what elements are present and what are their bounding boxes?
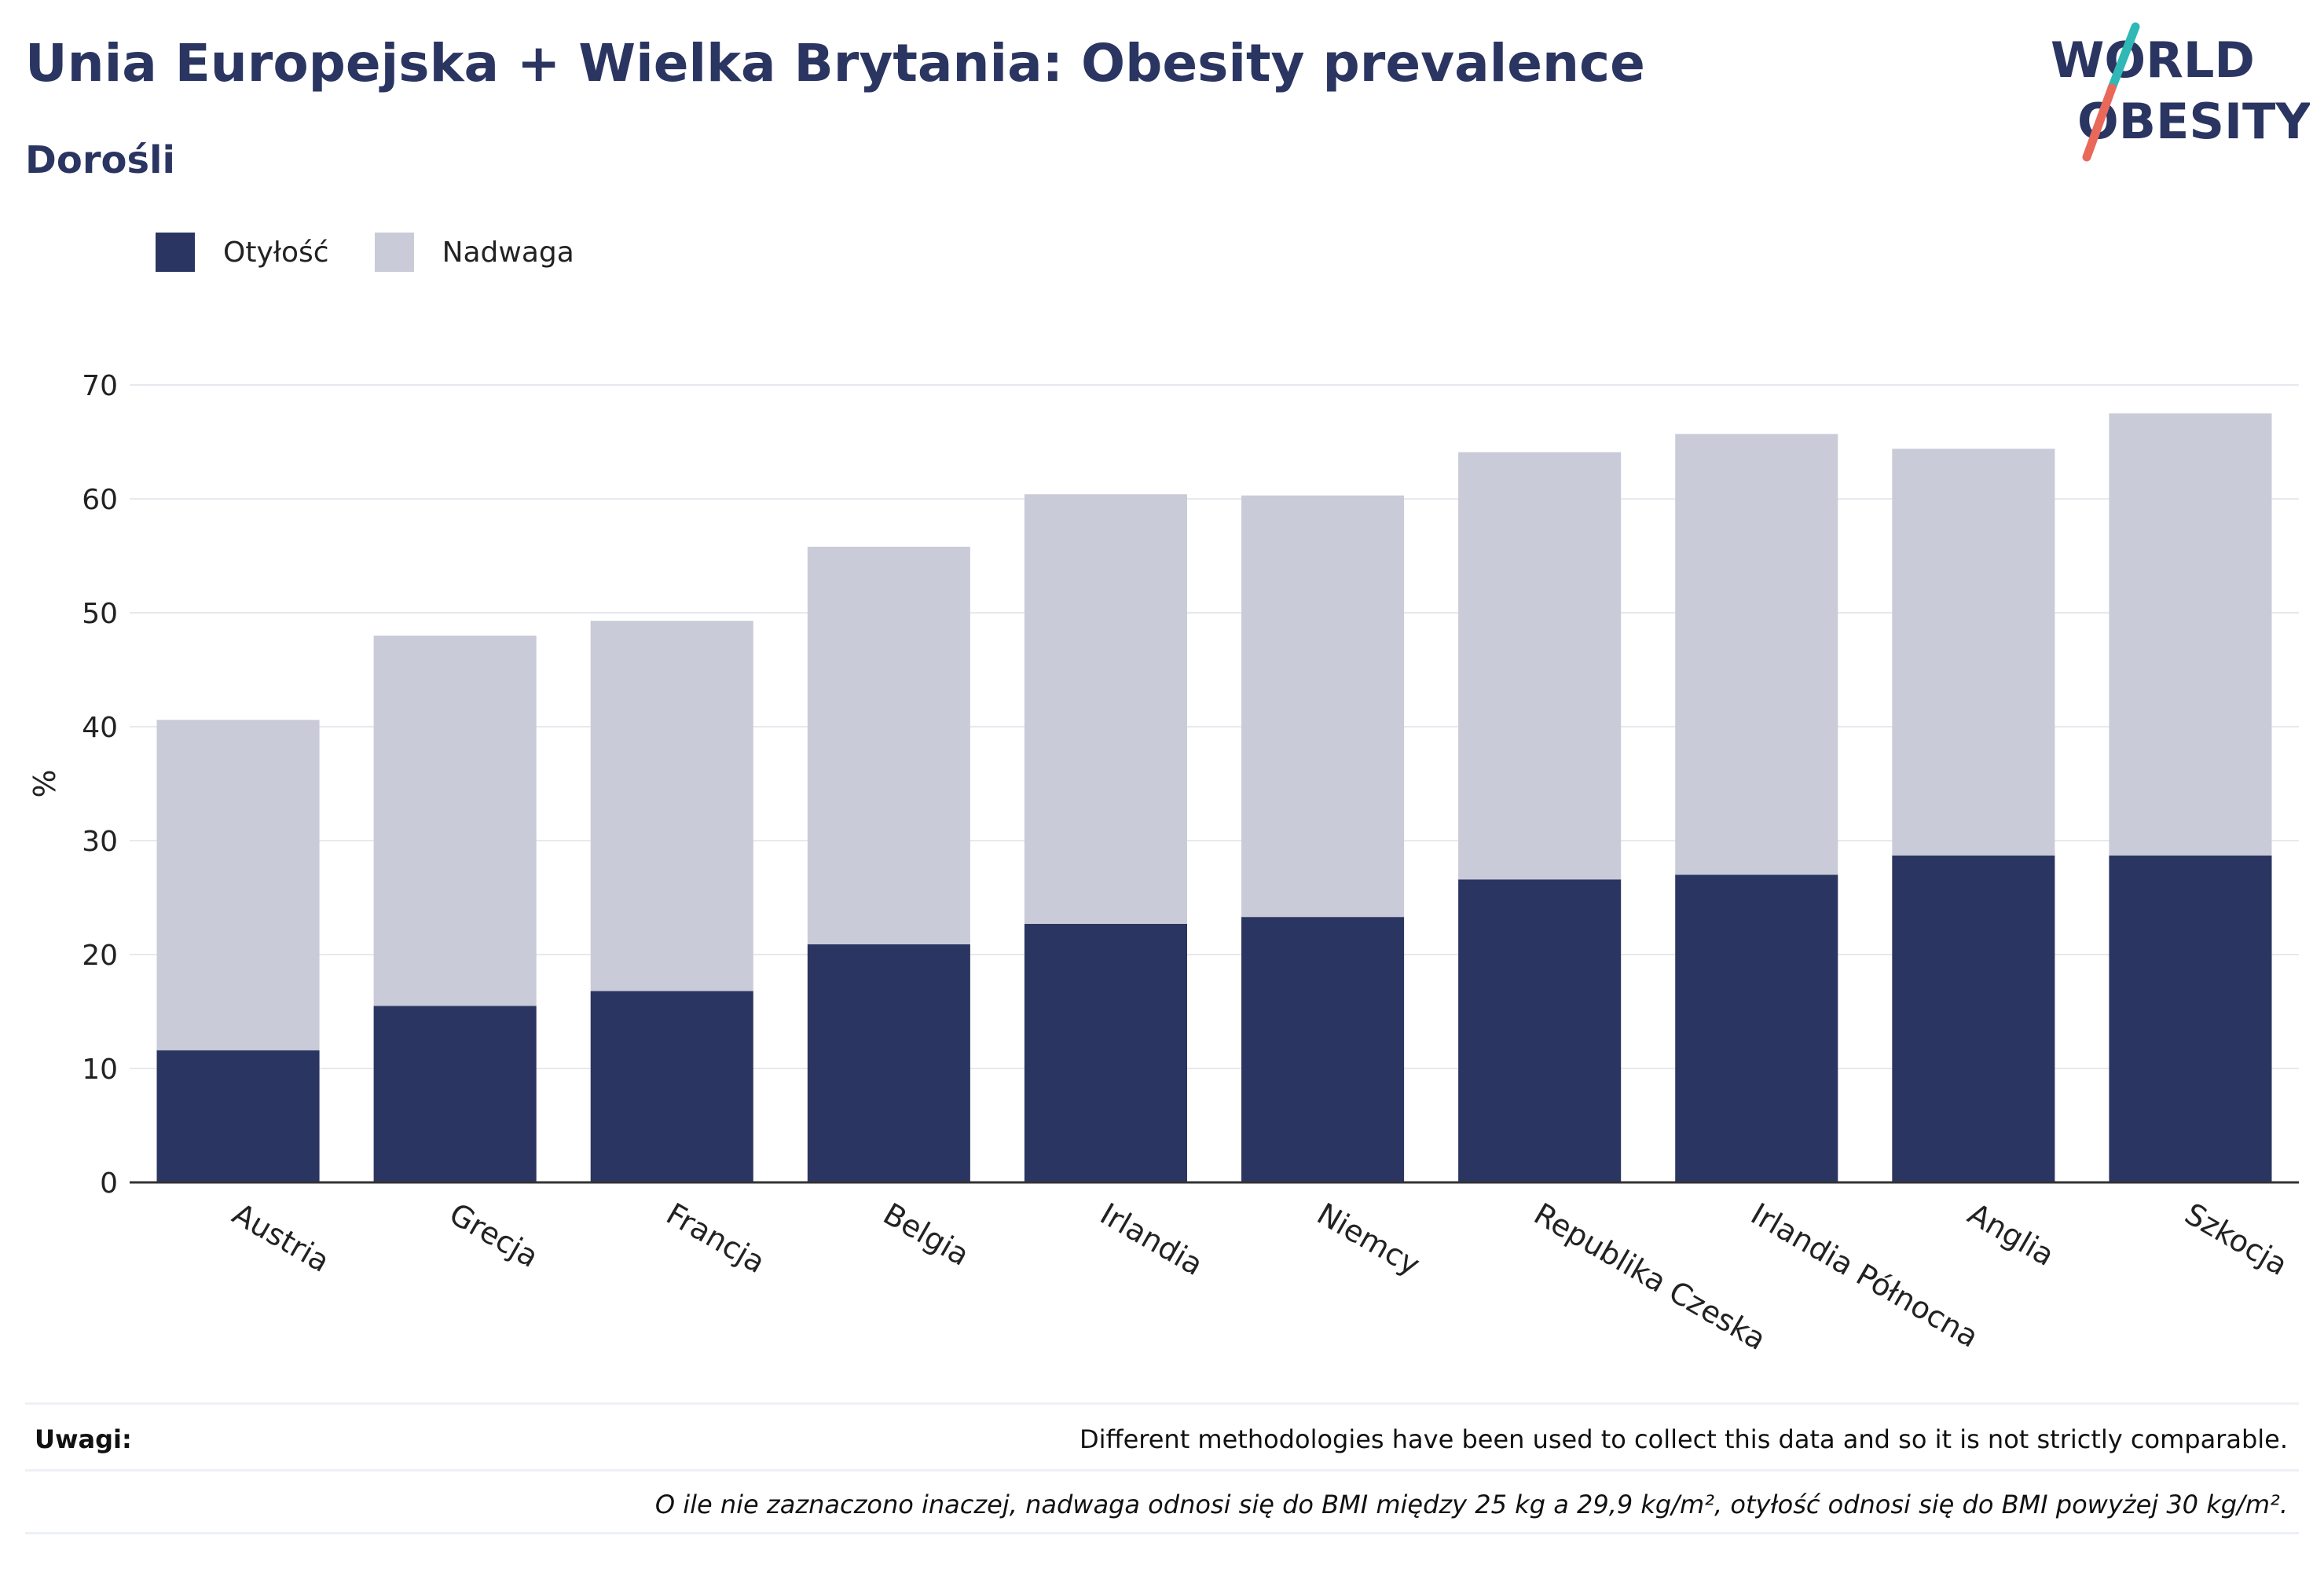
notes-label: Uwagi: xyxy=(35,1424,132,1454)
notes-divider-middle xyxy=(25,1469,2299,1472)
y-tick-label: 0 xyxy=(100,1167,118,1200)
bar-obesity xyxy=(373,1006,537,1182)
bar-obesity xyxy=(1024,923,1187,1182)
legend-swatch-obesity xyxy=(156,233,195,272)
chart-legend: Otyłość Nadwaga xyxy=(156,233,620,272)
bar-obesity xyxy=(1675,874,1838,1182)
legend-item-obesity[interactable]: Otyłość xyxy=(156,233,329,272)
notes-divider-bottom xyxy=(25,1532,2299,1534)
bar-obesity xyxy=(1241,917,1405,1182)
bar-obesity xyxy=(156,1050,320,1182)
bar-overweight xyxy=(1241,495,1405,918)
stacked-bar-chart: 0 10 20 30 40 50 60 70% Austria Grecja Francja Belg… xyxy=(27,370,2299,1357)
logo-text-obesity: OBESITY xyxy=(2077,93,2310,150)
world-obesity-logo: WORLD OBESITY xyxy=(2051,22,2310,162)
y-tick-label: 10 xyxy=(82,1054,118,1086)
x-tick-label: Austria xyxy=(227,1197,335,1279)
logo-slash-top xyxy=(2107,22,2140,93)
bar-obesity xyxy=(1892,855,2055,1182)
x-tick-label: Szkocja xyxy=(2179,1197,2293,1282)
bar-obesity xyxy=(807,944,970,1182)
note-methodology: Different methodologies have been used t… xyxy=(1080,1424,2288,1454)
x-tick-label: Francja xyxy=(661,1197,771,1281)
x-tick-label: Irlandia xyxy=(1094,1197,1209,1282)
legend-label-overweight: Nadwaga xyxy=(442,236,574,269)
legend-item-overweight[interactable]: Nadwaga xyxy=(374,233,574,272)
x-tick-label: Republika Czeska xyxy=(1528,1197,1772,1357)
legend-swatch-overweight xyxy=(374,233,414,272)
x-tick-label: Irlandia Północna xyxy=(1745,1197,1984,1354)
y-tick-label: 50 xyxy=(82,598,118,630)
x-tick-label: Grecja xyxy=(444,1197,544,1274)
chart-title: Unia Europejska + Wielka Brytania: Obesi… xyxy=(25,33,1645,93)
x-tick-label: Anglia xyxy=(1962,1197,2060,1273)
x-tick-label: Niemcy xyxy=(1311,1197,1426,1282)
bar-overweight xyxy=(1892,449,2055,856)
bar-obesity xyxy=(2109,855,2272,1182)
y-tick-label: 20 xyxy=(82,940,118,972)
bar-overweight xyxy=(156,720,320,1050)
bar-overweight xyxy=(1458,452,1622,880)
bar-overweight xyxy=(2109,413,2272,856)
bar-overweight xyxy=(807,546,970,944)
logo-slash-bottom xyxy=(2082,83,2117,162)
y-tick-label: 60 xyxy=(82,484,118,516)
y-tick-label: 40 xyxy=(82,712,118,744)
bar-obesity xyxy=(590,991,753,1182)
note-bmi-definition: O ile nie zaznaczono inaczej, nadwaga od… xyxy=(654,1490,2288,1519)
bar-overweight xyxy=(590,621,753,991)
bar-overweight xyxy=(1024,494,1187,924)
x-tick-label: Belgia xyxy=(878,1197,975,1273)
chart-subtitle: Dorośli xyxy=(25,138,175,182)
legend-label-obesity: Otyłość xyxy=(223,236,329,269)
bar-overweight xyxy=(373,636,537,1006)
bar-obesity xyxy=(1458,879,1622,1182)
y-tick-label: 30 xyxy=(82,826,118,858)
notes-divider-top xyxy=(25,1402,2299,1405)
y-tick-label: 70 xyxy=(82,370,118,402)
bar-overweight xyxy=(1675,434,1838,875)
y-axis-label: % xyxy=(27,769,62,797)
logo-text-world: WORLD xyxy=(2051,31,2255,89)
